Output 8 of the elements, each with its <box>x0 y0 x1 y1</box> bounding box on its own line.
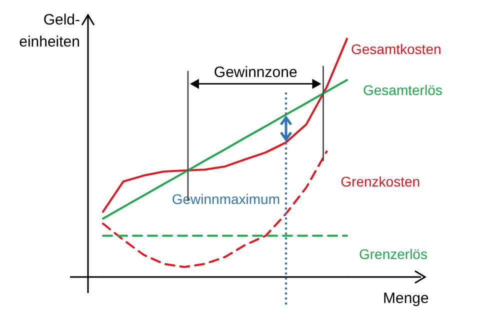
series-label: Grenzkosten <box>340 173 420 190</box>
y-axis-title: Geld- einheiten <box>19 12 80 50</box>
annotation: Gewinnmaximum <box>172 191 280 207</box>
series-label: Grenzerlös <box>359 246 428 262</box>
series-label: Gesamtkosten <box>351 40 442 57</box>
series-label: Gesamterlös <box>363 82 442 98</box>
x-axis-title: Menge <box>383 290 429 307</box>
annotation: Gewinnzone <box>214 64 298 81</box>
